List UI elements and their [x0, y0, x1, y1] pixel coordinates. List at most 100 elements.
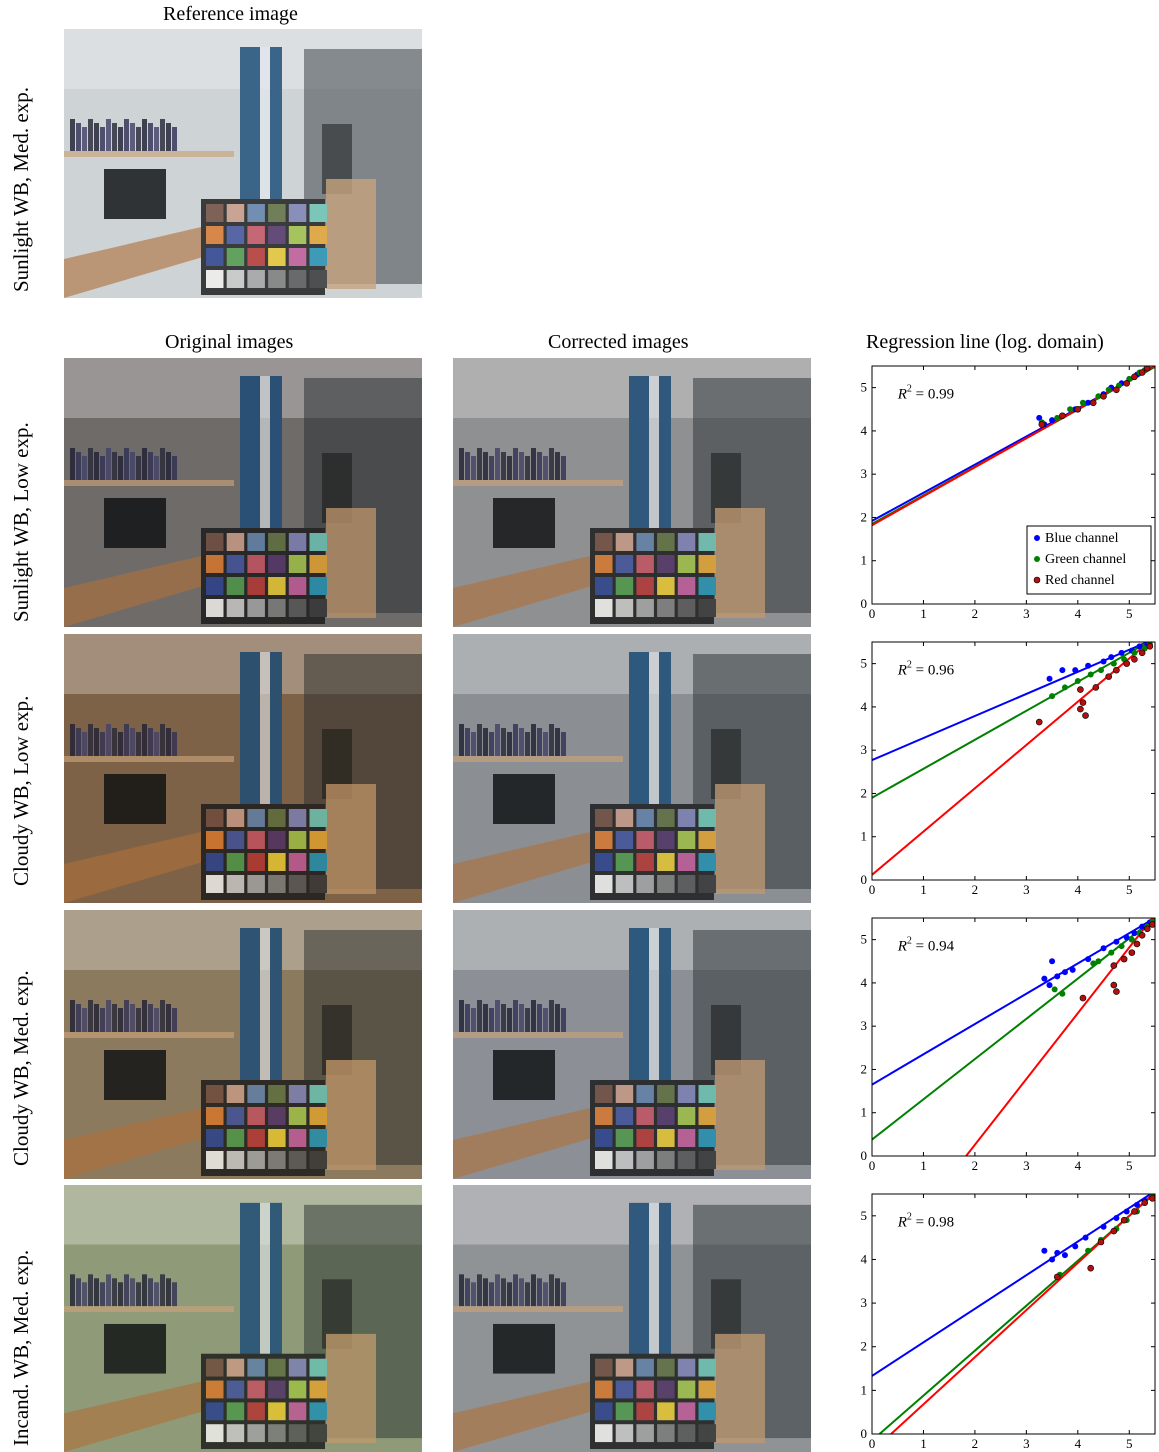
y-tick-label: 1: [861, 829, 868, 844]
data-point: [1131, 656, 1138, 663]
data-point: [1139, 923, 1146, 930]
data-point: [1113, 666, 1120, 674]
data-point: [1046, 675, 1053, 682]
data-point: [1079, 994, 1087, 1002]
x-tick-label: 5: [1126, 606, 1133, 621]
data-point: [1149, 921, 1155, 928]
data-point: [1059, 412, 1066, 420]
data-point: [1149, 1195, 1155, 1202]
row-label-2: Cloudy WB, Low exp.: [9, 695, 33, 886]
y-tick-label: 2: [861, 509, 868, 524]
plot-frame: [871, 641, 1156, 881]
data-point: [1049, 958, 1056, 965]
y-tick-label: 5: [861, 656, 868, 671]
data-point: [1113, 988, 1120, 995]
x-tick-label: 1: [920, 1158, 927, 1173]
data-point: [1131, 1208, 1138, 1215]
data-point: [1113, 386, 1120, 394]
data-point: [1097, 667, 1104, 674]
x-tick-label: 4: [1075, 882, 1082, 897]
data-point: [1136, 643, 1143, 650]
data-point: [1120, 955, 1128, 963]
regression-line: [964, 918, 1154, 1156]
x-tick-label: 0: [869, 1158, 876, 1173]
data-point: [1095, 393, 1102, 400]
y-tick-label: 3: [861, 742, 868, 757]
reference-title: Reference image: [163, 3, 298, 25]
row-label-1: Sunlight WB, Low exp.: [9, 422, 33, 622]
regression-title: Regression line (log. domain): [866, 331, 1104, 353]
regression-line: [872, 918, 1155, 1086]
corrected-image-3: [453, 910, 811, 1179]
legend-entry: Red channel: [1045, 573, 1115, 588]
data-point: [1133, 1201, 1140, 1208]
data-point: [1113, 938, 1120, 945]
data-point: [1059, 990, 1066, 997]
data-point: [1113, 1215, 1120, 1221]
data-point: [1051, 986, 1058, 993]
x-tick-label: 3: [1023, 1158, 1030, 1173]
data-point: [1105, 673, 1112, 680]
legend-entry: Green channel: [1045, 552, 1126, 567]
x-tick-label: 1: [920, 882, 927, 897]
y-tick-label: 5: [861, 1208, 868, 1223]
x-tick-label: 3: [1023, 606, 1030, 621]
data-point: [1089, 399, 1097, 407]
x-tick-label: 2: [972, 1436, 979, 1451]
data-point: [1054, 973, 1061, 980]
reference-image: [64, 29, 422, 298]
plot-frame: [871, 365, 1156, 605]
data-point: [1110, 660, 1117, 667]
data-point: [1123, 660, 1131, 667]
x-tick-label: 4: [1075, 1158, 1082, 1173]
data-point: [1079, 399, 1086, 406]
data-point: [1082, 712, 1089, 719]
data-point: [1067, 406, 1074, 413]
data-point: [1143, 366, 1151, 372]
data-point: [1061, 1252, 1068, 1259]
x-tick-label: 2: [972, 606, 979, 621]
data-point: [1146, 643, 1154, 650]
data-point: [1131, 930, 1138, 937]
y-tick-label: 5: [861, 380, 868, 395]
y-tick-label: 2: [861, 1339, 868, 1354]
data-point: [1128, 936, 1135, 943]
data-point: [1085, 1247, 1092, 1254]
data-point: [1041, 1247, 1048, 1254]
regression-plot-4: 0 1 2 3 4 5 0 1 2 3 4 5 R2 = 0.98: [861, 1193, 1156, 1451]
regression-line: [889, 1194, 1155, 1434]
data-point: [1131, 649, 1138, 656]
data-point: [1100, 392, 1107, 400]
data-point: [1087, 1264, 1094, 1272]
y-tick-label: 3: [861, 1295, 868, 1310]
data-point: [1131, 373, 1138, 381]
data-point: [1049, 417, 1056, 424]
data-point: [1100, 1223, 1107, 1230]
original-image-1: [64, 358, 422, 627]
original-image-2: [64, 634, 422, 903]
row-label-3: Cloudy WB, Med. exp.: [9, 970, 33, 1166]
y-tick-label: 2: [861, 785, 868, 800]
data-point: [1108, 654, 1115, 661]
data-point: [1038, 421, 1046, 428]
data-point: [1143, 925, 1151, 933]
data-point: [1049, 693, 1056, 700]
y-tick-label: 0: [861, 1426, 868, 1441]
data-point: [1123, 380, 1131, 387]
y-tick-label: 0: [861, 1148, 868, 1163]
x-tick-label: 4: [1075, 606, 1082, 621]
data-point: [1079, 699, 1087, 706]
x-tick-label: 3: [1023, 1436, 1030, 1451]
regression-line: [872, 642, 1151, 799]
regression-plot-3: 0 1 2 3 4 5 0 1 2 3 4 5 R2 = 0.94: [861, 917, 1156, 1173]
data-point: [1110, 981, 1118, 989]
y-tick-label: 5: [861, 932, 868, 947]
row-label-4: Incand. WB, Med. exp.: [9, 1249, 33, 1446]
data-point: [1053, 1273, 1061, 1281]
data-point: [1087, 671, 1094, 678]
data-point: [1069, 966, 1076, 973]
data-point: [1054, 1249, 1061, 1256]
original-title: Original images: [165, 331, 294, 353]
data-point: [1118, 649, 1125, 656]
data-point: [1090, 960, 1097, 967]
